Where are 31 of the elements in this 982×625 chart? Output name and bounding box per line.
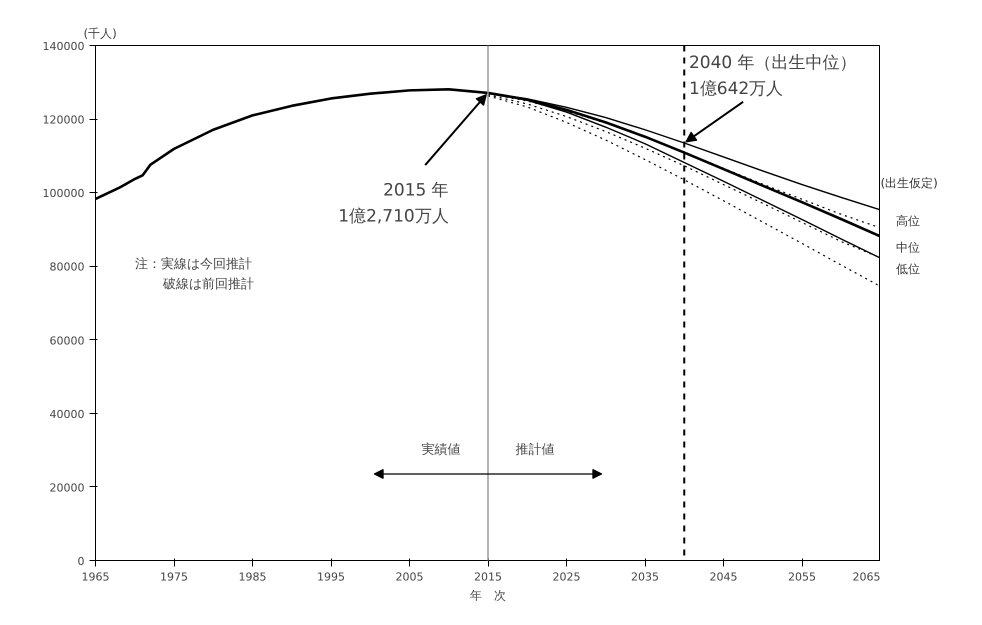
x-tick-label: 2005 bbox=[396, 570, 424, 584]
x-tick-label: 2035 bbox=[631, 570, 660, 584]
annotation: 推計値 bbox=[516, 442, 555, 458]
x-tick-label: 1995 bbox=[317, 570, 346, 584]
y-tick-label: 140000 bbox=[42, 40, 85, 53]
y-tick-label: 100000 bbox=[42, 187, 85, 200]
x-tick-label: 2025 bbox=[552, 570, 581, 584]
x-tick-label: 2055 bbox=[788, 570, 816, 584]
series-label: 中位 bbox=[896, 240, 920, 254]
y-tick-label: 0 bbox=[78, 555, 84, 568]
x-tick-label: 2045 bbox=[710, 570, 738, 584]
x-tick-label: 1965 bbox=[82, 570, 110, 584]
annotation: 破線は前回推計 bbox=[162, 277, 254, 292]
x-tick-label: 1975 bbox=[160, 570, 188, 584]
x-tick-label: 2015 bbox=[474, 570, 502, 584]
y-axis-title: (千人) bbox=[84, 26, 117, 40]
annotation: 2015 年 1億2,710万人 bbox=[338, 180, 449, 227]
y-tick-label: 60000 bbox=[50, 334, 85, 348]
series-label: 低位 bbox=[896, 262, 920, 276]
y-tick-label: 120000 bbox=[42, 114, 85, 127]
annotation: 注：実線は今回推計 bbox=[134, 256, 252, 272]
annotation: 実績値 bbox=[421, 442, 460, 458]
x-axis-title: 年 次 bbox=[470, 588, 506, 602]
legend-title: (出生仮定) bbox=[880, 176, 938, 190]
y-tick-label: 20000 bbox=[50, 481, 85, 494]
x-tick-label: 2065 bbox=[852, 570, 881, 584]
y-tick-label: 40000 bbox=[50, 408, 85, 421]
y-tick-label: 80000 bbox=[50, 260, 85, 274]
series-label: 高位 bbox=[896, 214, 920, 228]
annotation: 2040 年（出生中位） 1億642万人 bbox=[688, 53, 857, 100]
x-tick-label: 1985 bbox=[238, 570, 267, 584]
